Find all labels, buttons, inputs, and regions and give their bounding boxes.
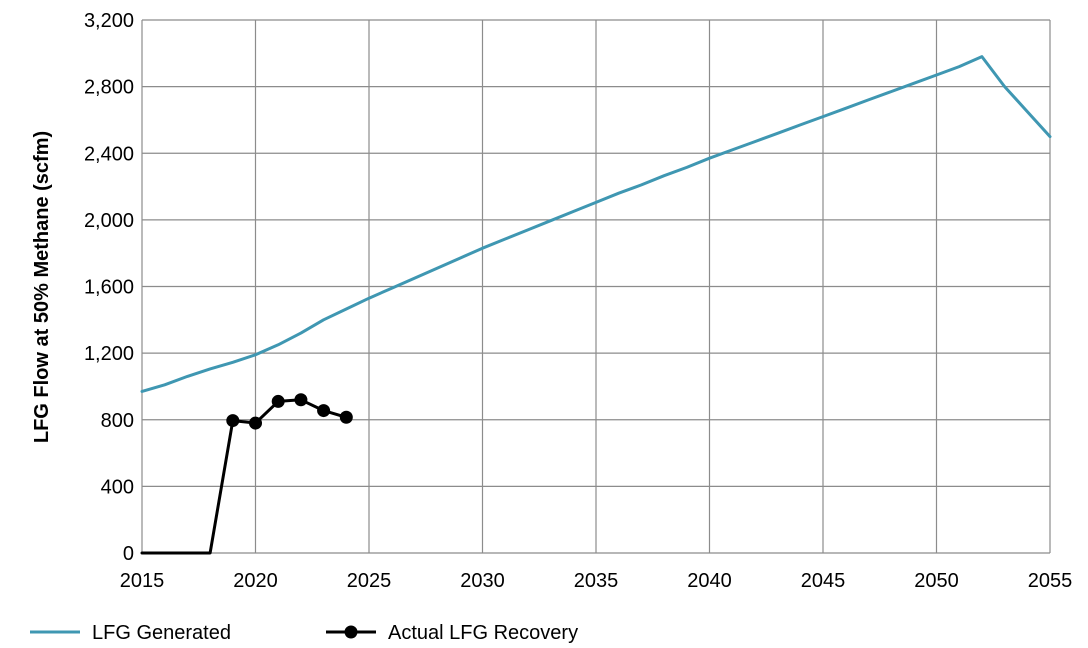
data-point-actual-lfg-recovery	[249, 416, 262, 430]
x-tick-label: 2025	[347, 570, 392, 592]
y-tick-label: 3,200	[84, 10, 134, 32]
legend-item-actual-lfg-recovery: Actual LFG Recovery	[326, 622, 578, 644]
y-tick-label: 2,800	[84, 77, 134, 99]
data-point-actual-lfg-recovery	[294, 393, 308, 407]
data-point-actual-lfg-recovery	[339, 410, 353, 424]
y-tick-label: 800	[101, 410, 134, 432]
x-tick-label: 2015	[120, 570, 165, 592]
data-point-actual-lfg-recovery	[271, 394, 285, 408]
x-tick-label: 2040	[687, 570, 732, 592]
legend-item-lfg-generated: LFG Generated	[30, 622, 231, 644]
y-tick-label: 400	[101, 476, 134, 498]
data-point-actual-lfg-recovery	[226, 414, 240, 428]
y-tick-label: 2,400	[84, 143, 134, 165]
x-tick-label: 2045	[801, 570, 846, 592]
x-tick-label: 2020	[233, 570, 278, 592]
gridlines	[141, 19, 1051, 554]
y-tick-label: 1,200	[84, 343, 134, 365]
y-axis-label: LFG Flow at 50% Methane (scfm)	[31, 131, 53, 443]
y-tick-label: 2,000	[84, 210, 134, 232]
x-tick-label: 2035	[574, 570, 619, 592]
x-tick-label: 2030	[460, 570, 505, 592]
x-tick-label: 2055	[1028, 570, 1073, 592]
legend-marker-actual-lfg-recovery	[344, 625, 358, 639]
x-tick-label: 2050	[914, 570, 959, 592]
series-line-lfg-generated	[140, 55, 1052, 393]
legend-label-actual-lfg-recovery: Actual LFG Recovery	[388, 622, 578, 644]
x-axis-ticks: 2015 2020 2025 2030 2035 2040 2045 2050 2055	[120, 570, 1073, 592]
data-point-actual-lfg-recovery	[317, 404, 331, 418]
y-axis-ticks: 0 400 800 1,200 1,600 2,000 2,400 2,800 3,200	[84, 10, 134, 565]
series-layer	[140, 55, 1052, 555]
legend-label-lfg-generated: LFG Generated	[92, 622, 231, 644]
legend: LFG Generated Actual LFG Recovery	[30, 622, 578, 644]
series-line-actual-lfg-recovery	[140, 398, 348, 555]
y-tick-label: 0	[123, 543, 134, 565]
y-tick-label: 1,600	[84, 277, 134, 299]
